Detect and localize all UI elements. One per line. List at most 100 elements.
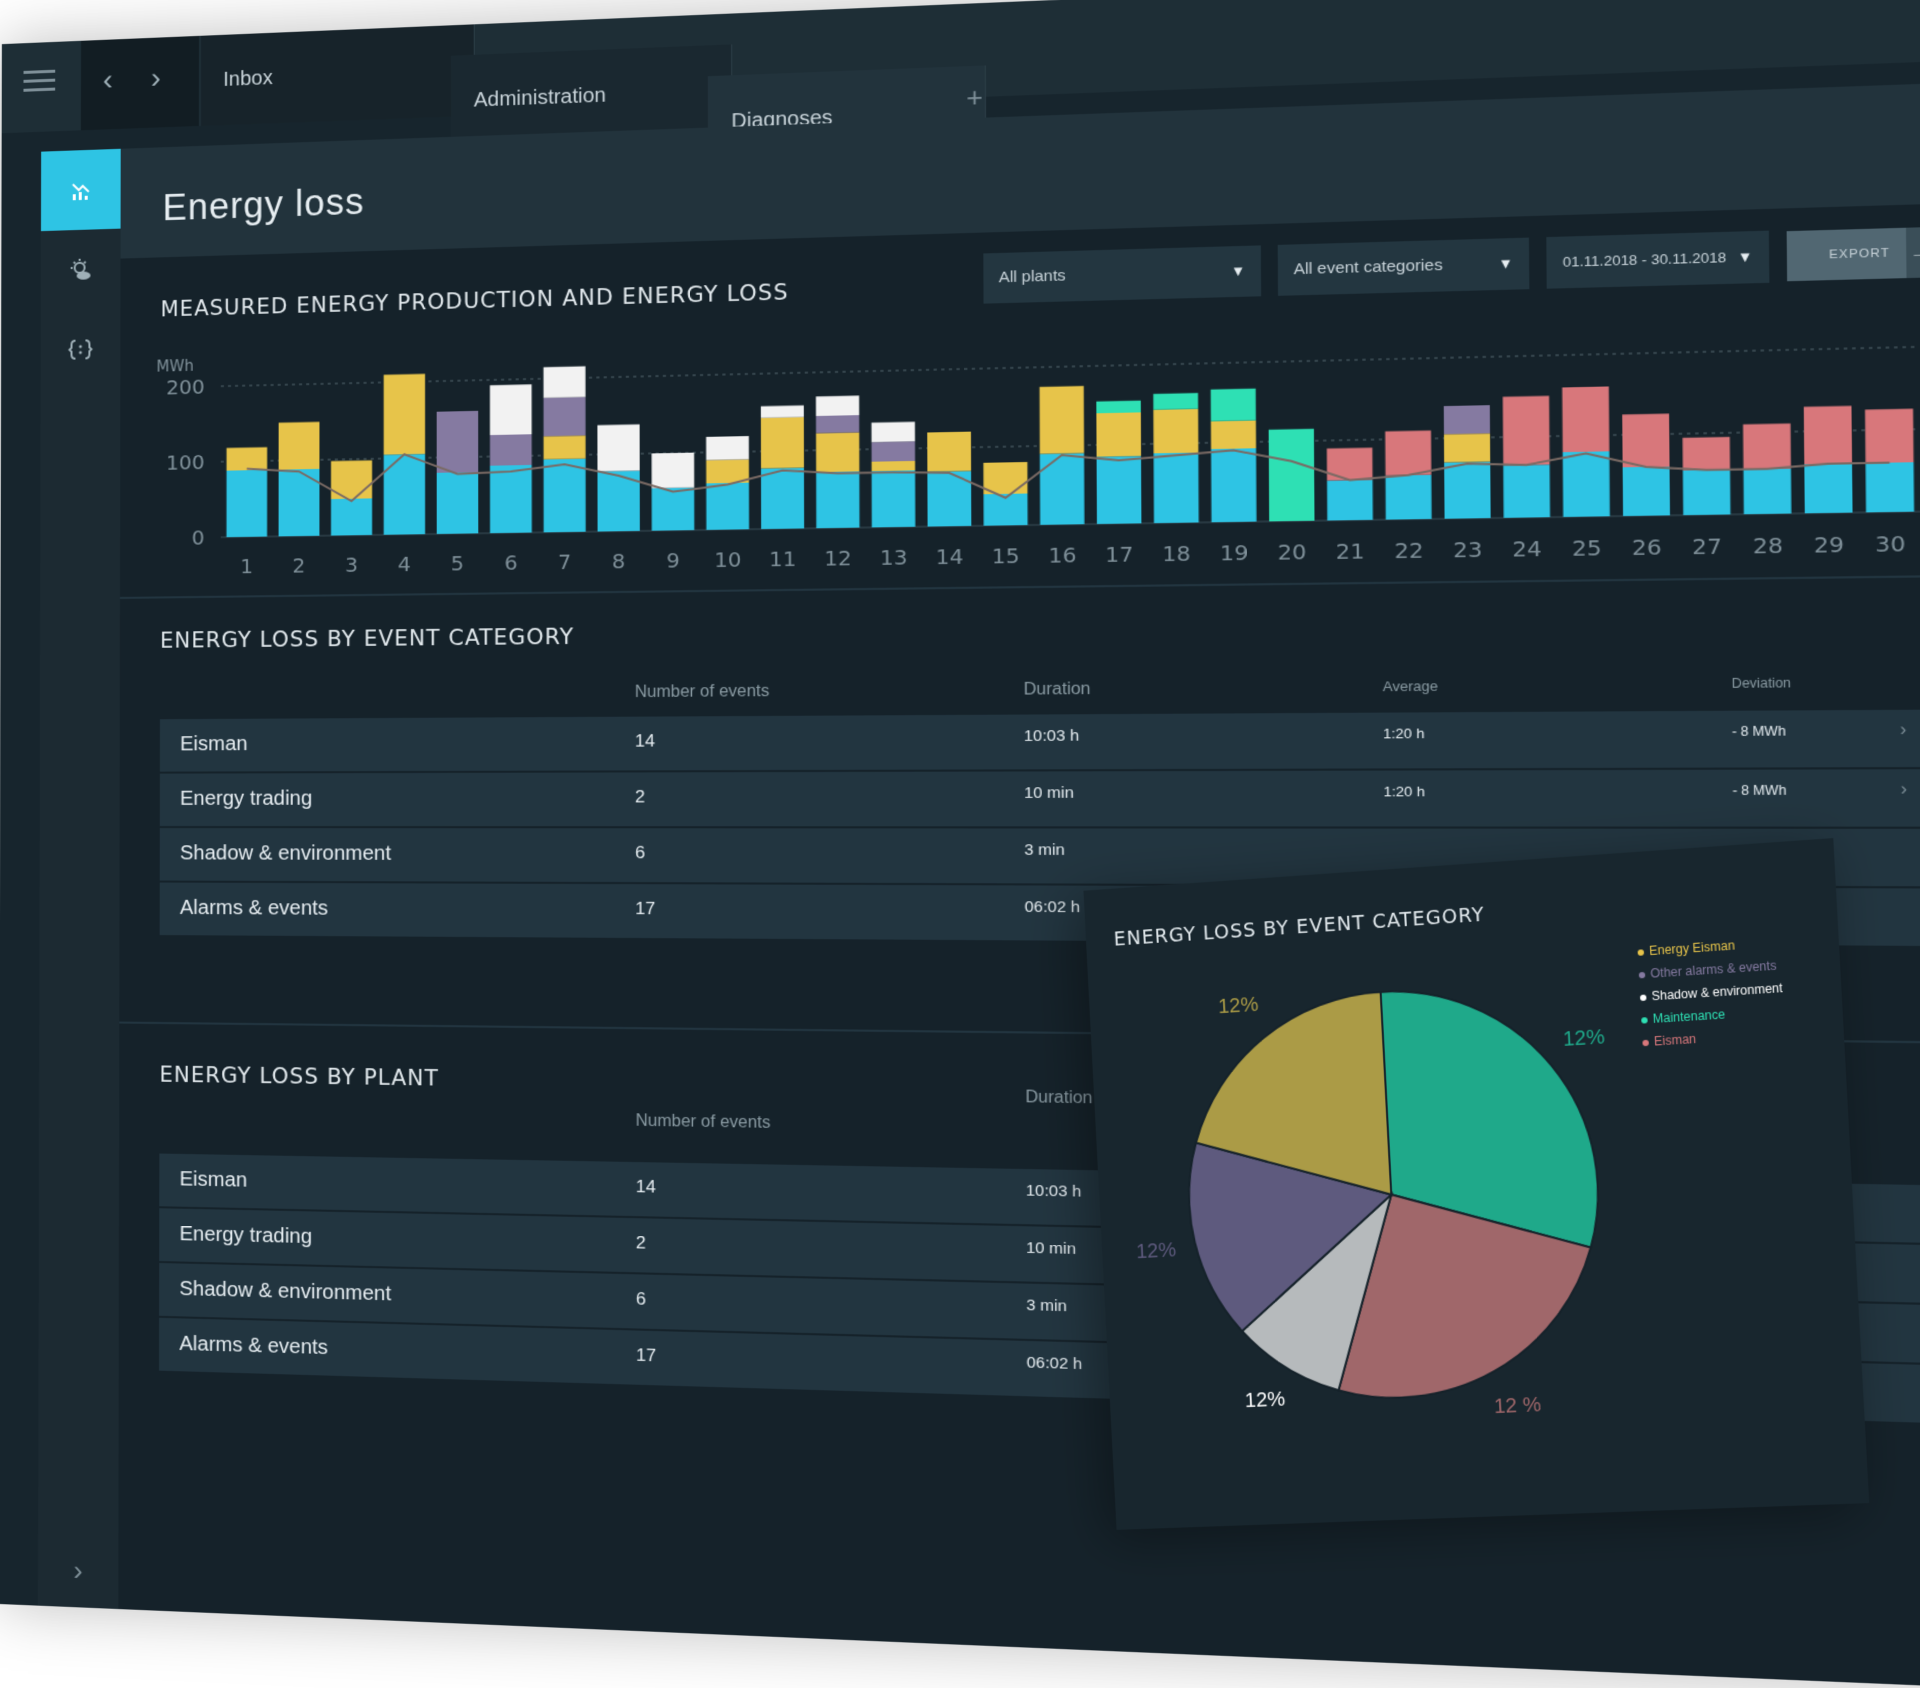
bar-segment-eisman xyxy=(1622,413,1670,468)
x-tick-label: 14 xyxy=(936,545,964,570)
col-header-duration: Duration xyxy=(1023,680,1091,699)
page-title: Energy loss xyxy=(162,180,365,229)
sidebar-item-code[interactable] xyxy=(41,309,121,391)
bar-segment-production xyxy=(278,468,320,537)
x-tick-label: 25 xyxy=(1572,536,1602,561)
row-duration: 10:03 h xyxy=(1025,1181,1082,1201)
x-tick-label: 2 xyxy=(292,554,305,578)
bar-segment-other_alarms xyxy=(815,415,860,434)
bar-segment-production xyxy=(543,458,586,533)
x-tick-label: 18 xyxy=(1162,542,1191,567)
sidebar-item-weather[interactable] xyxy=(41,229,121,311)
bar-segment-energy xyxy=(927,431,972,472)
bar-segment-production xyxy=(761,467,805,530)
x-tick-label: 17 xyxy=(1105,542,1133,567)
bar-segment-energy xyxy=(331,460,373,500)
export-button[interactable]: EXPORT → xyxy=(1786,226,1920,282)
hamburger-menu-icon[interactable] xyxy=(19,64,59,105)
caret-down-icon: ▼ xyxy=(1230,262,1246,280)
bar-segment-production xyxy=(816,471,860,529)
sidebar-item-energy-loss[interactable] xyxy=(40,148,121,232)
back-arrow-icon[interactable]: ‹ xyxy=(102,63,113,97)
bar-segment-production xyxy=(1153,452,1199,524)
categories-dropdown[interactable]: All event categories ▼ xyxy=(1277,237,1530,296)
pie-slice xyxy=(1381,979,1601,1258)
bar-segment-eisman xyxy=(1865,408,1914,464)
add-tab-button[interactable]: + xyxy=(966,81,983,114)
table-row[interactable]: Energy trading 2 10 min 1:20 h - 8 MWh › xyxy=(159,769,1920,829)
pie-slice xyxy=(1186,1132,1398,1333)
x-tick-label: 4 xyxy=(398,553,411,577)
y-tick-label: 100 xyxy=(166,451,204,475)
bar-segment-shadow xyxy=(597,424,640,472)
bar-segment-production xyxy=(1385,474,1432,520)
col-header-events: Number of events xyxy=(634,682,770,702)
bar-segment-eisman xyxy=(1502,395,1550,466)
legend-dot xyxy=(1637,949,1645,956)
row-name: Alarms & events xyxy=(179,1332,329,1360)
legend-item: Other alarms & events xyxy=(1638,958,1781,982)
bar-segment-energy xyxy=(543,435,586,460)
bar-segment-production xyxy=(871,470,916,528)
legend-label: Eisman xyxy=(1653,1031,1697,1049)
bar-segment-energy xyxy=(1443,433,1491,463)
date-range-value: 01.11.2018 - 30.11.2018 xyxy=(1562,249,1727,270)
bar-segment-eisman xyxy=(1385,430,1432,476)
x-tick-label: 30 xyxy=(1875,531,1906,557)
x-tick-label: 26 xyxy=(1632,535,1662,561)
chevron-right-icon[interactable]: › xyxy=(73,1554,83,1587)
bar-segment-shadow xyxy=(651,452,695,489)
tab-inbox[interactable]: Inbox xyxy=(200,24,475,126)
row-events: 17 xyxy=(635,898,656,919)
bar-segment-maintenance xyxy=(1153,392,1199,410)
bar-segment-production xyxy=(1444,461,1491,519)
bar-segment-production xyxy=(1562,451,1610,517)
x-tick-label: 12 xyxy=(824,546,852,570)
pie-slice-label: 12 % xyxy=(1493,1393,1542,1419)
legend-label: Shadow & environment xyxy=(1651,980,1783,1004)
row-events: 14 xyxy=(635,1176,656,1197)
bar-segment-other_alarms xyxy=(436,410,479,473)
bar-segment-maintenance xyxy=(1268,428,1315,522)
bar-segment-shadow xyxy=(543,366,586,398)
bar-segment-production xyxy=(1039,453,1085,525)
legend-dot xyxy=(1638,971,1646,979)
date-range-dropdown[interactable]: 01.11.2018 - 30.11.2018 ▼ xyxy=(1546,230,1770,289)
y-tick-label: 200 xyxy=(166,375,204,399)
bar-segment-other_alarms xyxy=(1443,405,1491,435)
legend-item: Energy Eisman xyxy=(1637,935,1780,959)
legend-label: Maintenance xyxy=(1652,1007,1726,1027)
bar-segment-energy xyxy=(983,461,1028,495)
bar-segment-other_alarms xyxy=(489,434,532,466)
row-name: Eisman xyxy=(179,1168,248,1192)
bar-segment-maintenance xyxy=(1210,388,1256,422)
pie-slice-label: 12% xyxy=(1244,1388,1286,1413)
row-name: Alarms & events xyxy=(179,896,329,920)
row-name: Shadow & environment xyxy=(179,1277,392,1306)
row-events: 6 xyxy=(635,842,646,863)
plants-dropdown[interactable]: All plants ▼ xyxy=(983,245,1262,304)
forward-arrow-icon[interactable]: › xyxy=(150,61,161,95)
x-tick-label: 24 xyxy=(1512,537,1542,562)
x-tick-label: 22 xyxy=(1394,538,1423,563)
x-tick-label: 3 xyxy=(345,553,358,577)
bar-segment-maintenance xyxy=(1096,400,1141,414)
x-tick-label: 27 xyxy=(1692,534,1722,560)
row-duration: 10 min xyxy=(1026,1239,1077,1259)
x-tick-label: 5 xyxy=(451,552,464,576)
pie-slice xyxy=(1328,1184,1598,1400)
x-tick-label: 9 xyxy=(666,549,680,573)
bar-segment-shadow xyxy=(871,421,915,443)
bar-segment-energy xyxy=(1153,408,1199,454)
bar-segment-production xyxy=(436,472,479,534)
table-row[interactable]: Eisman 14 10:03 h 1:20 h - 8 MWh › xyxy=(159,709,1920,774)
bar-segment-energy xyxy=(706,459,749,484)
col-header-deviation: Deviation xyxy=(1731,675,1792,692)
legend-item: Shadow & environment xyxy=(1639,980,1783,1004)
energy-loss-icon xyxy=(72,183,90,201)
row-duration: 3 min xyxy=(1026,1296,1068,1316)
x-tick-label: 20 xyxy=(1278,540,1307,565)
row-events: 14 xyxy=(634,731,655,751)
row-name: Shadow & environment xyxy=(179,842,392,865)
